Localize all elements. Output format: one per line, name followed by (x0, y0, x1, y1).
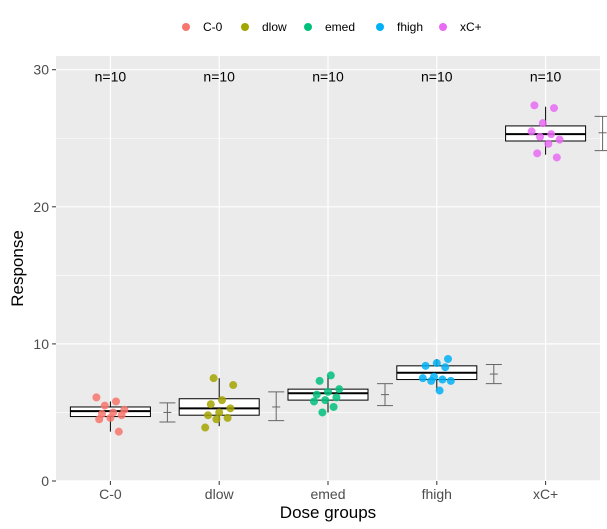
legend-label-C-0: C-0 (203, 20, 223, 34)
legend-key-xC+ (439, 23, 447, 31)
y-tick-label: 20 (33, 199, 49, 215)
data-point-xC+ (550, 104, 558, 113)
data-point-emed (324, 387, 332, 396)
data-point-emed (329, 402, 338, 411)
data-point-dlow (209, 374, 218, 383)
data-point-xC+ (538, 119, 547, 128)
legend-item-fhigh: fhigh (376, 20, 423, 34)
data-point-fhigh (444, 354, 452, 363)
data-point-dlow (223, 413, 232, 422)
legend-label-emed: emed (325, 20, 355, 34)
data-point-emed (315, 376, 324, 385)
data-point-emed (326, 371, 335, 380)
data-point-dlow (215, 408, 224, 417)
x-tick-label: C-0 (99, 486, 122, 502)
data-point-fhigh (421, 361, 430, 370)
data-point-fhigh (438, 375, 447, 384)
y-axis: 0 10 20 30 (33, 62, 56, 489)
y-axis-title: Response (8, 230, 27, 307)
data-point-fhigh (441, 363, 450, 372)
data-point-dlow (201, 423, 210, 432)
data-point-xC+ (552, 153, 561, 162)
data-point-dlow (204, 411, 212, 420)
y-tick-label: 10 (33, 336, 49, 352)
x-axis: C-0 dlow emed fhigh xC+ (99, 481, 558, 502)
data-point-dlow (218, 396, 226, 405)
n-label-dlow: n=10 (203, 69, 235, 85)
x-tick-label: fhigh (422, 486, 452, 502)
n-label-layer: n=10 n=10 n=10 n=10 n=10 (95, 69, 562, 85)
legend-key-dlow (241, 23, 249, 31)
legend-label-fhigh: fhigh (397, 20, 423, 34)
data-point-xC+ (555, 135, 564, 144)
legend-key-fhigh (376, 23, 384, 31)
data-point-emed (310, 397, 318, 406)
data-point-C-0 (112, 397, 120, 406)
legend-key-emed (304, 23, 312, 31)
data-point-xC+ (530, 101, 539, 110)
legend-item-xC+: xC+ (439, 20, 482, 34)
point-layer (92, 101, 564, 436)
data-point-fhigh (435, 386, 444, 395)
data-point-C-0 (106, 413, 115, 422)
data-point-fhigh (432, 359, 441, 368)
data-point-C-0 (92, 393, 101, 402)
data-point-emed (321, 396, 330, 405)
data-point-xC+ (533, 149, 542, 158)
data-point-dlow (206, 400, 215, 409)
data-point-xC+ (536, 132, 544, 141)
x-tick-label: xC+ (533, 486, 558, 502)
data-point-fhigh (446, 376, 455, 385)
data-point-C-0 (117, 411, 126, 420)
data-point-fhigh (418, 374, 427, 383)
data-point-xC+ (547, 130, 556, 139)
n-label-xC+: n=10 (530, 69, 562, 85)
data-point-dlow (229, 381, 238, 390)
legend-label-xC+: xC+ (460, 20, 482, 34)
data-point-C-0 (100, 401, 109, 410)
n-label-fhigh: n=10 (421, 69, 453, 85)
data-point-dlow (226, 404, 235, 413)
n-label-emed: n=10 (312, 69, 344, 85)
data-point-xC+ (544, 139, 553, 148)
n-label-C-0: n=10 (95, 69, 127, 85)
data-point-emed (335, 385, 344, 394)
legend: C-0 dlow emed fhigh xC+ (182, 20, 482, 34)
box-group-dlow (178, 378, 285, 427)
data-point-fhigh (427, 376, 436, 385)
legend-key-C-0 (182, 23, 190, 31)
data-point-dlow (212, 415, 221, 424)
data-point-emed (332, 393, 341, 402)
data-point-C-0 (114, 427, 123, 436)
x-axis-title: Dose groups (280, 503, 376, 522)
y-tick-label: 0 (41, 473, 49, 489)
box-group-xC+ (505, 106, 607, 155)
legend-item-emed: emed (304, 20, 355, 34)
data-point-xC+ (527, 127, 536, 136)
legend-item-C-0: C-0 (182, 20, 223, 34)
legend-label-dlow: dlow (262, 20, 287, 34)
legend-item-dlow: dlow (241, 20, 287, 34)
y-tick-label: 30 (33, 62, 49, 78)
x-tick-label: dlow (205, 486, 235, 502)
data-point-C-0 (95, 415, 104, 424)
x-tick-label: emed (310, 486, 345, 502)
data-point-emed (312, 390, 321, 399)
data-point-emed (318, 408, 327, 417)
